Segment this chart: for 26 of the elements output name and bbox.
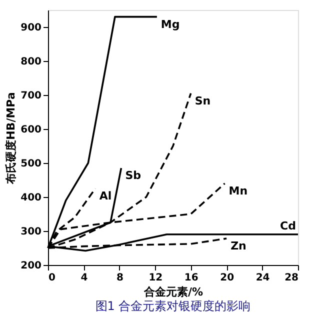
y-tick-label: 500 — [20, 158, 42, 170]
series-label: Mg — [160, 18, 180, 31]
series-label: Mn — [228, 184, 248, 198]
y-tick-label: 200 — [20, 260, 42, 272]
x-tick-label: 24 — [256, 272, 270, 284]
x-tick-label: 28 — [284, 272, 299, 284]
x-tick-label: 0 — [48, 272, 56, 284]
y-tick-label: 400 — [20, 192, 42, 204]
x-tick-label: 8 — [116, 272, 124, 284]
y-tick-label: 300 — [20, 226, 42, 238]
y-tick-label: 600 — [20, 124, 42, 136]
y-tick-label: 700 — [20, 90, 42, 102]
x-tick-label: 12 — [148, 272, 163, 284]
x-tick-label: 4 — [80, 272, 88, 284]
x-tick-label: 16 — [184, 272, 198, 284]
y-axis-title: 布氏硬度HB/MPa — [4, 92, 18, 185]
series-label: Sn — [194, 94, 211, 108]
y-tick-label: 900 — [20, 22, 42, 34]
y-tick-label: 800 — [20, 56, 42, 68]
x-tick-label: 20 — [220, 272, 234, 284]
series-label: Al — [99, 190, 112, 202]
series-label: Sb — [125, 169, 142, 182]
series-label: Cd — [280, 219, 296, 232]
series-label: Zn — [230, 239, 246, 252]
text: 图1 合金元素对银硬度的影响 — [95, 299, 251, 313]
x-axis-title: 合金元素/% — [142, 286, 204, 298]
